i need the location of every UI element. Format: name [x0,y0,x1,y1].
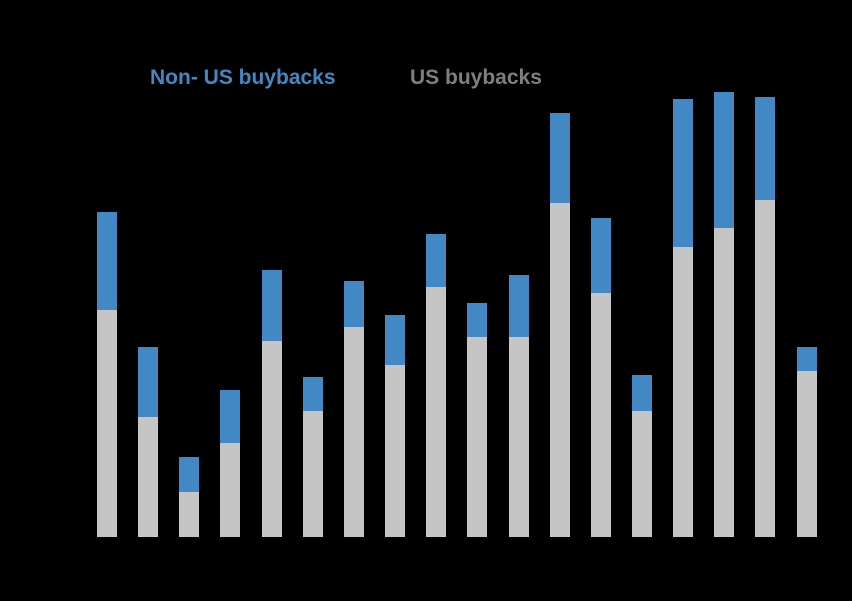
bar-segment-us-buybacks [138,417,158,537]
bar-segment-us-buybacks [714,228,734,537]
bar-segment-us-buybacks [344,327,364,537]
bar-segment-us-buybacks [591,293,611,537]
bar-segment-us-buybacks [467,337,487,537]
bar-segment-non-us-buybacks [714,92,734,228]
stacked-bar [632,375,652,537]
stacked-bar [755,97,775,537]
bar-segment-non-us-buybacks [385,315,405,365]
bar-segment-us-buybacks [97,310,117,537]
bar-segment-us-buybacks [550,203,570,537]
bar-segment-us-buybacks [509,337,529,537]
stacked-bar [426,234,446,537]
bar-segment-us-buybacks [673,247,693,537]
stacked-bar [509,275,529,537]
stacked-bar [550,113,570,537]
bar-segment-non-us-buybacks [179,457,199,492]
stacked-bar [97,212,117,537]
bar-segment-non-us-buybacks [550,113,570,203]
stacked-bar [714,92,734,537]
bar-segment-non-us-buybacks [673,99,693,247]
bar-segment-us-buybacks [797,371,817,537]
stacked-bar [138,347,158,537]
bar-segment-us-buybacks [426,287,446,537]
legend-label-us-buybacks: US buybacks [410,66,542,89]
bar-segment-non-us-buybacks [467,303,487,337]
stacked-bar [385,315,405,537]
stacked-bar [344,281,364,537]
bar-segment-us-buybacks [220,443,240,537]
bar-segment-us-buybacks [303,411,323,537]
bar-segment-non-us-buybacks [97,212,117,310]
bar-segment-non-us-buybacks [220,390,240,443]
bar-segment-us-buybacks [632,411,652,537]
stacked-bar [262,270,282,537]
legend-label-non-us-buybacks: Non- US buybacks [150,66,336,89]
stacked-bar [591,218,611,537]
stacked-bar [673,99,693,537]
bar-segment-non-us-buybacks [632,375,652,411]
bar-segment-non-us-buybacks [755,97,775,200]
stacked-bar [220,390,240,537]
bar-segment-non-us-buybacks [344,281,364,327]
bar-segment-non-us-buybacks [797,347,817,371]
bar-segment-non-us-buybacks [262,270,282,341]
bar-segment-us-buybacks [262,341,282,537]
bar-segment-us-buybacks [179,492,199,537]
stacked-bar [303,377,323,537]
bar-segment-us-buybacks [755,200,775,537]
bar-segment-non-us-buybacks [509,275,529,337]
bar-segment-non-us-buybacks [138,347,158,417]
bar-segment-non-us-buybacks [303,377,323,411]
bar-segment-us-buybacks [385,365,405,537]
stacked-bar [797,347,817,537]
bar-segment-non-us-buybacks [591,218,611,293]
stacked-bar [179,457,199,537]
stacked-bar [467,303,487,537]
bar-segment-non-us-buybacks [426,234,446,287]
